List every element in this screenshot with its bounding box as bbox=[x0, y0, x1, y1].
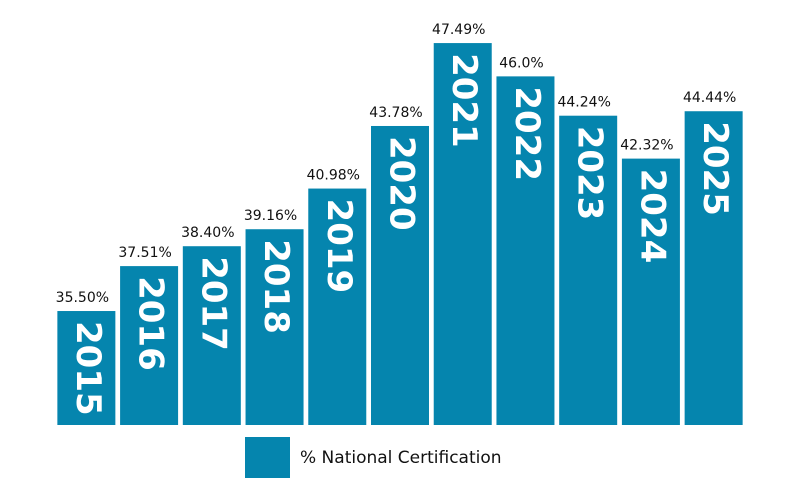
category-label: 2019 bbox=[319, 199, 359, 294]
bar bbox=[496, 76, 555, 425]
legend-swatch bbox=[245, 437, 290, 478]
value-label: 44.44% bbox=[683, 90, 736, 106]
category-label: 2015 bbox=[68, 321, 108, 416]
category-label: 2022 bbox=[507, 86, 547, 181]
value-label: 39.16% bbox=[244, 208, 297, 224]
bar bbox=[684, 111, 743, 425]
bar bbox=[120, 266, 179, 425]
bar bbox=[371, 125, 429, 425]
bar bbox=[308, 188, 367, 425]
bar bbox=[57, 311, 116, 425]
plot-area: 35.50% 2015 37.51% 2016 38.40% 2017 39.16% 2018… bbox=[56, 22, 743, 426]
value-label: 43.78% bbox=[369, 105, 422, 121]
category-label: 2023 bbox=[570, 126, 610, 221]
bar bbox=[559, 115, 618, 425]
legend-label: % National Certification bbox=[300, 448, 502, 468]
value-label: 42.32% bbox=[620, 138, 673, 154]
value-label: 40.98% bbox=[307, 168, 360, 184]
category-label: 2018 bbox=[256, 239, 296, 334]
value-label: 37.51% bbox=[118, 245, 171, 261]
value-label: 44.24% bbox=[557, 95, 610, 111]
value-label: 35.50% bbox=[56, 290, 109, 306]
bar bbox=[182, 246, 241, 425]
category-label: 2024 bbox=[632, 169, 672, 264]
bar bbox=[621, 158, 680, 425]
category-label: 2020 bbox=[382, 136, 422, 231]
bar bbox=[433, 43, 492, 426]
value-label: 46.0% bbox=[499, 55, 543, 71]
category-label: 2017 bbox=[193, 256, 233, 351]
category-label: 2025 bbox=[695, 121, 735, 216]
category-label: 2016 bbox=[131, 276, 171, 371]
bar bbox=[245, 229, 304, 425]
value-label: 38.40% bbox=[181, 225, 234, 241]
value-label: 47.49% bbox=[432, 22, 485, 38]
category-label: 2021 bbox=[444, 53, 484, 148]
